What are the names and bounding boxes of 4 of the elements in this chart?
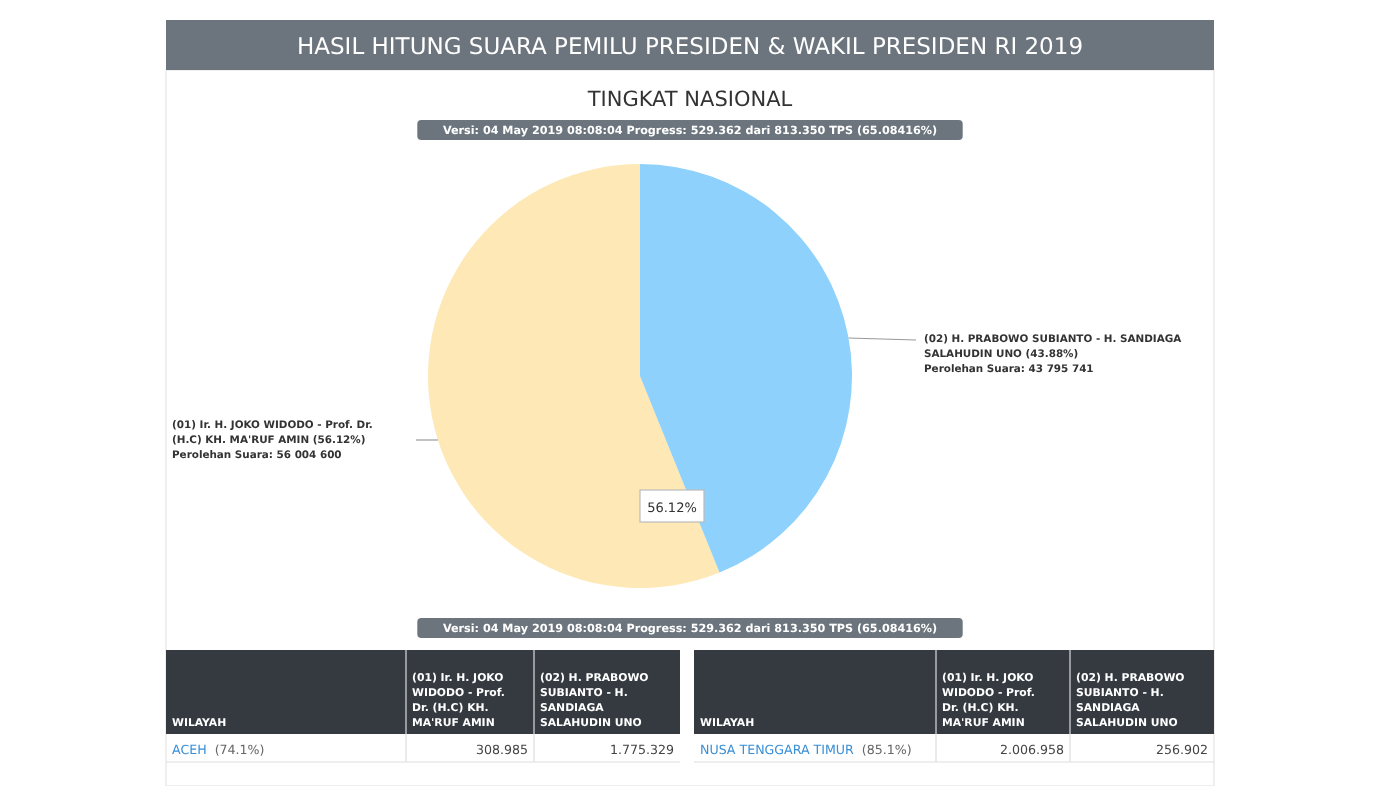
pie-slice [640,164,852,573]
chart-title: HASIL HITUNG SUARA PEMILU PRESIDEN & WAKIL PRESIDEN RI 2019 [296,32,1084,60]
pie-slice [428,164,720,588]
chart-subtitle: TINGKAT NASIONAL [585,88,793,112]
